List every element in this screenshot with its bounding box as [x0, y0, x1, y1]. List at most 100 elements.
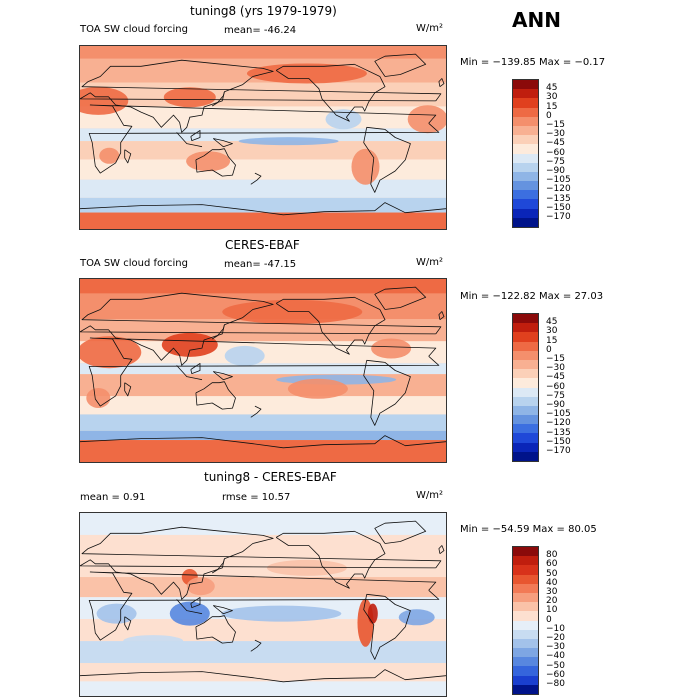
coastline: [195, 148, 236, 177]
colorbar-tick-label: −150: [546, 436, 571, 447]
colorbar-swatch: [513, 629, 538, 639]
field-band: [80, 534, 446, 578]
coastline: [80, 435, 446, 449]
colorbar-swatch: [513, 80, 538, 90]
field-band: [80, 179, 446, 198]
colorbar-tick-label: −80: [546, 679, 565, 689]
field-contour: [287, 378, 348, 399]
coastline: [176, 132, 203, 148]
coastline: [275, 296, 386, 355]
field-contour: [367, 603, 378, 624]
colorbar-swatch: [513, 144, 538, 154]
colorbar-tick-label: 45: [546, 83, 558, 94]
units-label: W/m²: [416, 257, 444, 268]
field-contour: [222, 299, 363, 324]
colorbar-swatch: [513, 350, 538, 360]
coastline: [124, 149, 132, 164]
coastline: [124, 382, 132, 397]
colorbar-tick-label: −30: [546, 642, 565, 653]
colorbar-tick-label: −105: [546, 409, 571, 420]
coastline: [190, 363, 201, 374]
colorbar-tick-label: −15: [546, 120, 565, 130]
coastline: [374, 520, 427, 544]
colorbar-swatch: [513, 433, 538, 443]
mean-label: mean = 0.91: [80, 492, 146, 503]
colorbar-swatch: [513, 415, 538, 425]
colorbar-tick-label: −75: [546, 390, 565, 401]
map-plot: [79, 45, 447, 230]
field-band: [80, 374, 446, 397]
field-band: [80, 279, 446, 294]
colorbar-tick-label: −135: [546, 427, 571, 438]
colorbar-tick-label: 30: [546, 326, 558, 337]
colorbar-swatch: [513, 107, 538, 117]
colorbar-tick-label: 15: [546, 101, 558, 112]
colorbar-swatch: [513, 217, 538, 227]
colorbar-swatch: [513, 135, 538, 145]
colorbar-tick-label: 0: [546, 614, 552, 625]
field-contour: [96, 603, 137, 624]
colorbar-swatch: [513, 620, 538, 630]
colorbar-tick-label: 20: [546, 596, 558, 607]
colorbar-swatch: [513, 583, 538, 593]
colorbar-tick-label: 30: [546, 92, 558, 103]
coastline: [88, 571, 440, 641]
panel-title: tuning8 (yrs 1979-1979): [190, 4, 337, 18]
coastline: [80, 669, 446, 683]
colorbar-tick-label: −120: [546, 418, 571, 429]
coastline: [363, 126, 411, 193]
colorbar-swatch: [513, 424, 538, 434]
coastline: [374, 286, 427, 310]
field-contour: [351, 148, 380, 185]
colorbar-tick-label: 40: [546, 577, 558, 588]
field-contour: [238, 137, 339, 146]
units-label: W/m²: [416, 490, 444, 501]
field-band: [80, 46, 446, 59]
colorbar-tick-label: −10: [546, 623, 565, 634]
coastline: [250, 405, 262, 418]
colorbar-swatch: [513, 116, 538, 126]
world-map: [80, 513, 446, 696]
min-max-label: Min = −122.82 Max = 27.03: [460, 291, 604, 302]
colorbar-tick-label: 80: [546, 550, 558, 561]
colorbar-tick-label: −120: [546, 184, 571, 195]
variable-label: TOA SW cloud forcing: [80, 258, 188, 269]
field-band: [80, 82, 446, 107]
colorbar-swatch: [513, 405, 538, 416]
colorbar-tick-label: −20: [546, 633, 565, 643]
colorbar-tick-label: 0: [546, 344, 552, 355]
season-label: ANN: [512, 8, 561, 32]
field-band: [80, 128, 446, 142]
field-band: [80, 414, 446, 431]
coastline: [124, 616, 132, 631]
min-max-label: Min = −139.85 Max = −0.17: [460, 57, 606, 68]
field-band: [80, 619, 446, 642]
field-band: [80, 641, 446, 664]
colorbar-swatch: [513, 638, 538, 649]
coastline: [374, 53, 427, 77]
colorbar-swatch: [513, 125, 538, 136]
coastline: [438, 78, 445, 88]
field-band: [80, 159, 446, 180]
colorbar-swatch: [513, 378, 538, 388]
field-contour: [266, 559, 347, 576]
colorbar-swatch: [513, 171, 538, 182]
colorbar-swatch: [513, 98, 538, 108]
coastline: [211, 324, 225, 340]
colorbar-tick-label: −90: [546, 166, 565, 176]
coastline: [438, 545, 445, 555]
colorbar-swatch: [513, 341, 538, 351]
world-map: [80, 279, 446, 462]
field-contour: [163, 87, 216, 108]
field-band: [80, 363, 446, 375]
field-contour: [186, 151, 231, 172]
coastline: [80, 292, 442, 366]
colorbar-swatch: [513, 162, 538, 172]
field-band: [80, 212, 446, 229]
colorbar-tick-label: 60: [546, 559, 558, 570]
field-band: [80, 663, 446, 682]
field-contour: [99, 147, 120, 164]
coastline: [176, 599, 203, 615]
colorbar-tick-label: −15: [546, 354, 565, 364]
min-max-label: Min = −54.59 Max = 80.05: [460, 524, 597, 535]
